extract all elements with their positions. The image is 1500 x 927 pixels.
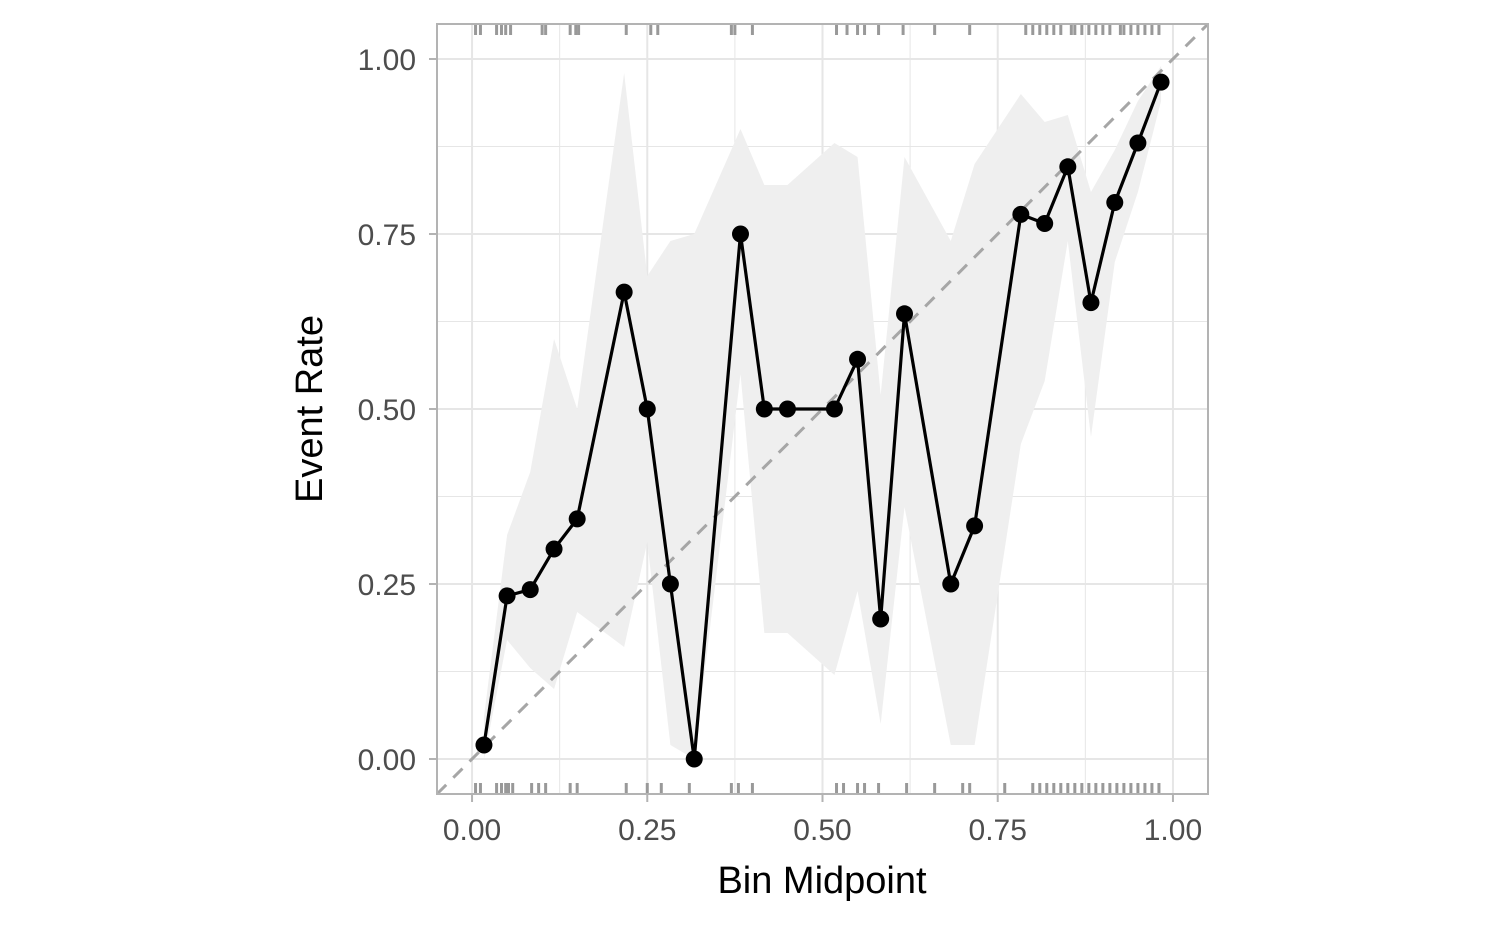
x-tick-label: 1.00 bbox=[1144, 814, 1202, 847]
data-point bbox=[872, 610, 890, 628]
y-axis-ticks: 0.00 0.25 0.50 0.75 1.00 bbox=[358, 44, 437, 777]
reference-line bbox=[435, 22, 1210, 796]
data-point bbox=[1106, 194, 1124, 211]
x-axis-title: Bin Midpoint bbox=[717, 860, 927, 902]
x-tick-label: 0.75 bbox=[969, 814, 1027, 847]
data-point bbox=[545, 540, 563, 558]
y-axis-title: Event Rate bbox=[289, 315, 331, 503]
data-point bbox=[1129, 134, 1147, 152]
y-tick-label: 0.50 bbox=[358, 394, 416, 427]
x-axis-ticks: 0.00 0.25 0.50 0.75 1.00 bbox=[443, 794, 1202, 847]
y-tick-label: 0.00 bbox=[358, 744, 416, 777]
data-point bbox=[475, 736, 493, 754]
reference-diagonal bbox=[435, 22, 1210, 796]
data-point bbox=[498, 587, 516, 605]
data-point bbox=[1082, 294, 1100, 312]
data-point bbox=[1036, 215, 1054, 232]
data-point bbox=[966, 517, 984, 535]
data-point bbox=[1012, 205, 1030, 223]
y-tick-label: 1.00 bbox=[358, 44, 416, 77]
x-tick-label: 0.00 bbox=[443, 814, 501, 847]
data-point bbox=[778, 400, 796, 418]
data-point bbox=[615, 283, 633, 301]
data-point bbox=[731, 225, 749, 243]
series-points bbox=[475, 73, 1170, 768]
data-point bbox=[825, 400, 843, 418]
data-point bbox=[942, 575, 960, 593]
data-point bbox=[521, 581, 539, 599]
x-tick-label: 0.50 bbox=[793, 814, 851, 847]
data-point bbox=[638, 400, 656, 418]
y-tick-label: 0.75 bbox=[358, 219, 416, 252]
x-tick-label: 0.25 bbox=[618, 814, 676, 847]
data-point bbox=[1152, 73, 1170, 91]
data-point bbox=[896, 305, 914, 323]
rug-marks bbox=[474, 25, 1161, 793]
data-point bbox=[661, 575, 679, 593]
data-point bbox=[685, 750, 703, 768]
data-point bbox=[849, 350, 867, 368]
data-point bbox=[1059, 158, 1077, 176]
data-point bbox=[755, 400, 773, 418]
data-point bbox=[568, 510, 586, 528]
y-tick-label: 0.25 bbox=[358, 569, 416, 602]
